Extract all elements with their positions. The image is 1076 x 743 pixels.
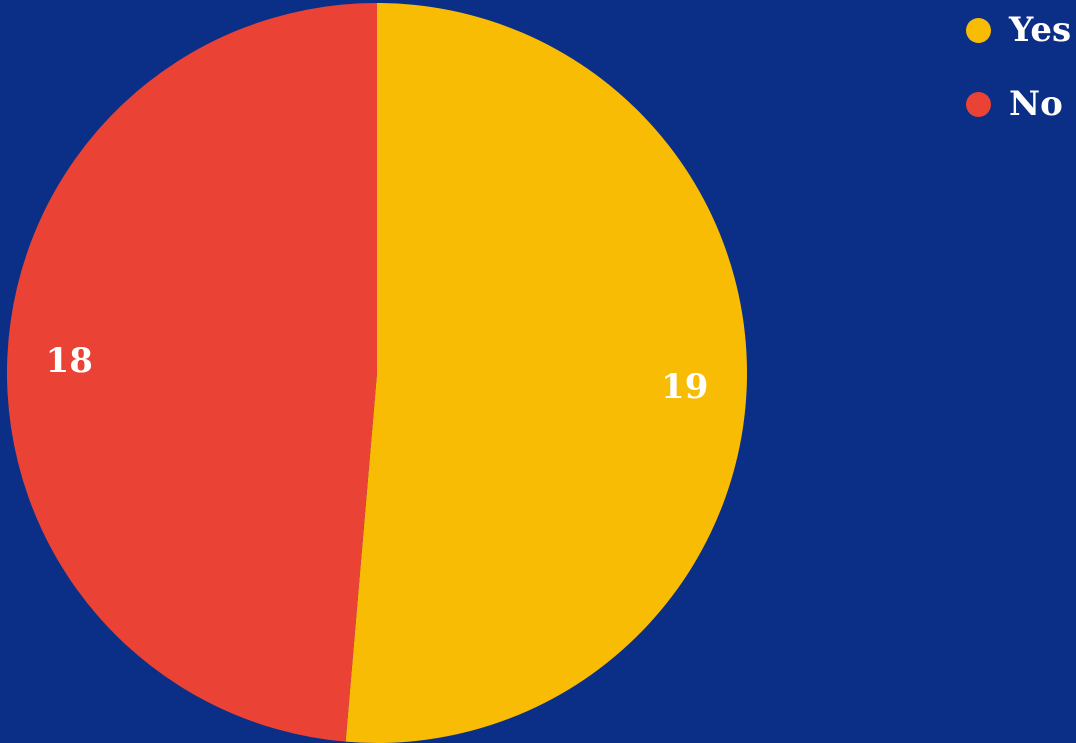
legend-item-yes: Yes <box>966 8 1076 52</box>
data-label-yes: 19 <box>661 367 708 407</box>
pie-slice-no <box>6 3 378 742</box>
pie-slice-yes <box>345 3 747 743</box>
data-label-no: 18 <box>46 341 93 381</box>
legend-label-yes: Yes <box>1009 10 1072 50</box>
legend-label-no: No <box>1009 84 1063 124</box>
chart-legend: Yes No <box>966 8 1076 156</box>
legend-swatch-yes <box>966 17 991 43</box>
legend-swatch-no <box>966 91 991 117</box>
legend-item-no: No <box>966 82 1076 126</box>
